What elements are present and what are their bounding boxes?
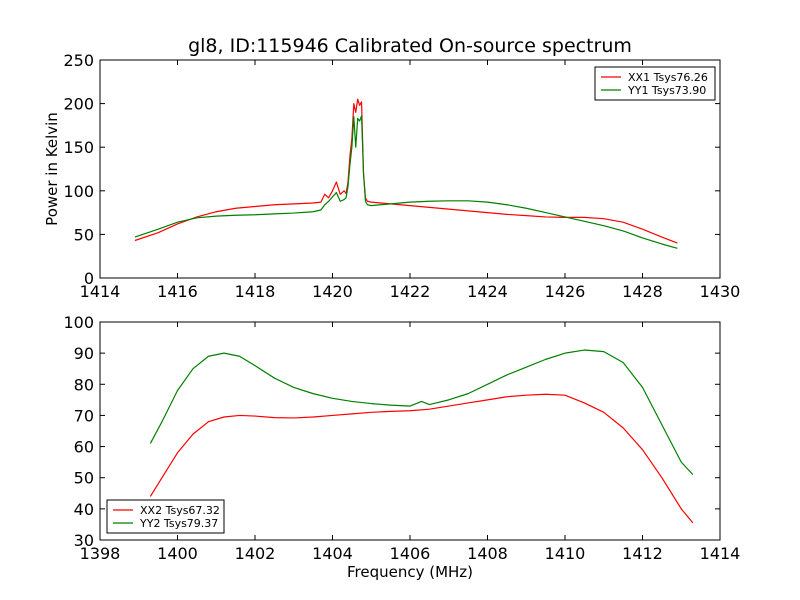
- y-tick-label: 80: [74, 375, 94, 394]
- y-tick-label: 250: [63, 51, 94, 70]
- x-tick-label: 1426: [545, 282, 586, 301]
- x-tick-label: 1400: [157, 544, 198, 563]
- x-tick-label: 1412: [622, 544, 663, 563]
- legend-entry: XX2 Tsys67.32: [140, 504, 220, 517]
- top-plot: 1414 1416 1418 1420 1422 1424 1426 1428 1430 0 50 1…: [43, 51, 740, 301]
- y-tick-label: 90: [74, 344, 94, 363]
- x-tick-label: 1416: [157, 282, 198, 301]
- legend-entry: YY1 Tsys73.90: [627, 84, 706, 97]
- y-tick-label: 150: [63, 138, 94, 157]
- legend-box: [594, 66, 716, 101]
- y-tick-label: 30: [74, 531, 94, 550]
- series-line-1: [134, 98, 678, 244]
- y-tick-label: 70: [74, 406, 94, 425]
- series-line-2: [134, 115, 678, 249]
- figure-title: gl8, ID:115946 Calibrated On-source spec…: [188, 35, 632, 57]
- legend-entry: XX1 Tsys76.26: [628, 71, 708, 84]
- series-line-2: [149, 349, 694, 476]
- y-axis-label: Power in Kelvin: [43, 112, 61, 226]
- bottom-plot: 1398 1400 1402 1404 1406 1408 1410 1412 1414 30 40…: [63, 313, 740, 581]
- y-tick-label: 40: [74, 500, 94, 519]
- x-tick-label: 1428: [622, 282, 663, 301]
- x-tick-label: 1420: [312, 282, 353, 301]
- y-tick-label: 100: [63, 182, 94, 201]
- y-tick-label: 50: [74, 469, 94, 488]
- x-tick-label: 1410: [545, 544, 586, 563]
- x-tick-label: 1424: [467, 282, 508, 301]
- x-tick-label: 1414: [80, 282, 121, 301]
- x-tick-label: 1406: [390, 544, 431, 563]
- y-tick-label: 60: [74, 438, 94, 457]
- legend-box: [106, 499, 225, 534]
- y-tick-label: 0: [84, 269, 94, 288]
- x-tick-label: 1408: [467, 544, 508, 563]
- x-tick-label: 1402: [235, 544, 276, 563]
- legend-entry: YY2 Tsys79.37: [139, 517, 218, 530]
- y-tick-label: 50: [74, 225, 94, 244]
- x-tick-label: 1398: [80, 544, 121, 563]
- y-tick-label: 200: [63, 95, 94, 114]
- x-tick-label: 1414: [700, 544, 741, 563]
- x-axis-label: Frequency (MHz): [347, 563, 473, 581]
- x-tick-label: 1418: [235, 282, 276, 301]
- x-tick-label: 1422: [390, 282, 431, 301]
- x-tick-label: 1430: [700, 282, 741, 301]
- series-line-1: [149, 393, 694, 524]
- x-tick-label: 1404: [312, 544, 353, 563]
- y-tick-label: 100: [63, 313, 94, 332]
